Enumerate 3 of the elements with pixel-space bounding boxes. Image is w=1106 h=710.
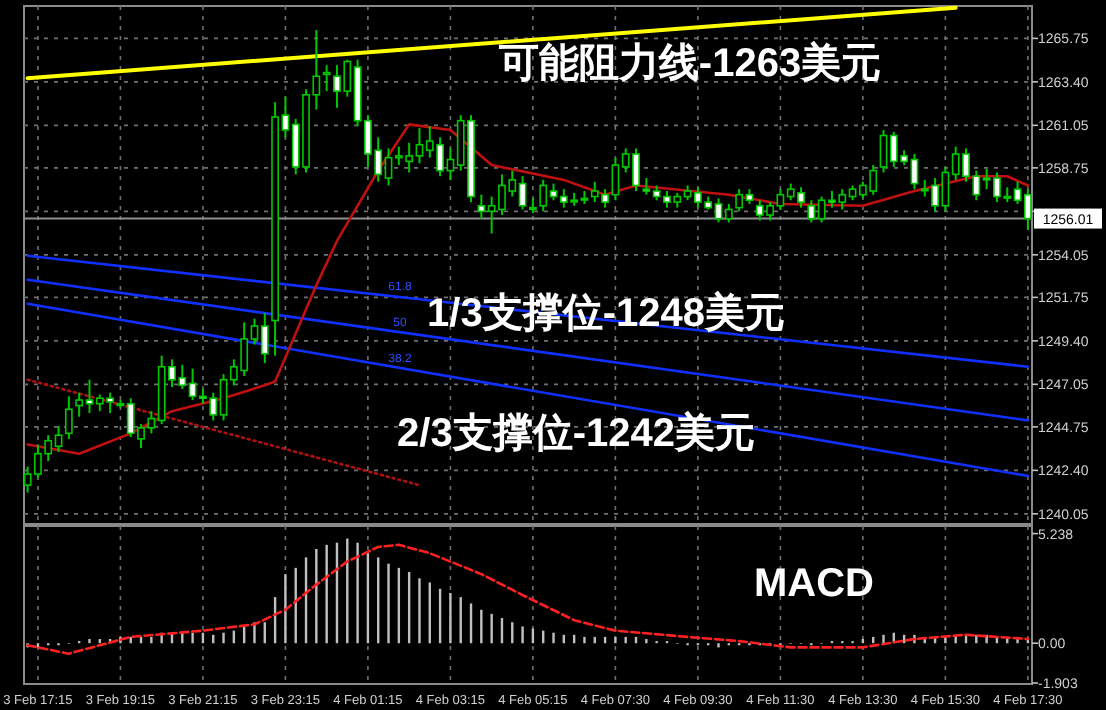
annotation: 可能阻力线-1263美元 — [496, 40, 882, 86]
annotation: 2/3支撑位-1242美元 — [397, 410, 755, 456]
text: MACD — [754, 562, 874, 606]
